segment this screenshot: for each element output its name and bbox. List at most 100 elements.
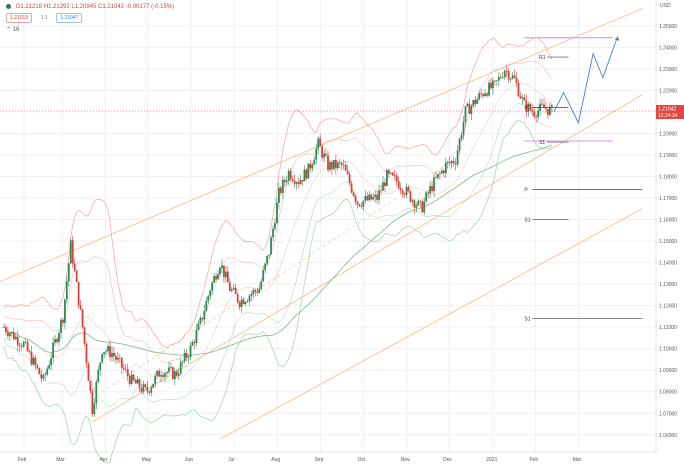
candle-body (134, 380, 137, 384)
candle-body (36, 365, 39, 369)
candle-body (207, 295, 210, 301)
candle-body (26, 341, 29, 352)
y-tick-label: 1.09000 (659, 368, 677, 374)
candle-body (340, 163, 343, 165)
candle-body (246, 301, 249, 303)
candle-body (162, 375, 164, 377)
candle-body (507, 70, 510, 80)
candle-body (437, 173, 439, 178)
candle-body (63, 299, 66, 323)
bb-basis (3, 83, 553, 382)
candle-body (242, 299, 245, 305)
candle-body (254, 290, 257, 292)
candle-body (460, 135, 463, 139)
candle-body (42, 375, 45, 379)
candle-body (407, 187, 410, 192)
chart-legend: O1.21218 H1.21292 L1.20945 C1.21042 -0.0… (6, 4, 174, 36)
candle-body (107, 346, 109, 352)
y-tick-label: 1.17000 (659, 196, 677, 202)
candle-body (122, 367, 125, 370)
candle-body (397, 181, 400, 189)
candle-body (488, 82, 490, 96)
candle-body (525, 100, 528, 112)
candle-body (232, 287, 235, 290)
x-tick-label: Mar (56, 457, 65, 463)
candle-body (419, 200, 422, 202)
candle-body (113, 353, 115, 357)
candle-body (83, 327, 86, 344)
candle-body (490, 82, 492, 89)
candle-body (329, 161, 331, 170)
candle-body (309, 163, 312, 169)
candle-body (248, 296, 251, 302)
candle-body (368, 194, 371, 201)
candle-body (497, 76, 500, 81)
pivot-levels: R1 P S1 P S1 S1 (0, 55, 656, 323)
channel-line (92, 94, 643, 423)
candle-body (30, 351, 33, 365)
candle-body (211, 282, 214, 291)
sell-price-button[interactable]: 1.21019 (6, 13, 33, 24)
candle-body (454, 163, 457, 165)
channel-line (219, 208, 643, 440)
candle-body (281, 179, 284, 193)
candle-body (164, 373, 166, 377)
candle-body (435, 177, 437, 178)
last-price-label: 1.21042 (658, 107, 676, 113)
y-tick-label: 1.07000 (659, 411, 677, 417)
candle-body (513, 75, 516, 78)
candle-body (75, 270, 78, 282)
candle-body (179, 362, 182, 374)
candle-body (166, 372, 168, 374)
pivot-label: P (524, 187, 528, 193)
candle-body (101, 354, 104, 363)
candle-body (495, 80, 498, 82)
candle-body (58, 332, 60, 342)
candle-body (366, 196, 369, 201)
y-tick-label: 1.10000 (659, 347, 677, 353)
candle-body (34, 357, 37, 366)
candle-body (71, 240, 74, 264)
candle-body (234, 287, 237, 294)
y-tick-label: 1.12000 (659, 304, 677, 310)
candle-body (462, 121, 465, 136)
x-tick-label: Feb (18, 457, 27, 463)
candle-body (458, 138, 461, 152)
candle-body (311, 164, 314, 169)
candle-body (364, 196, 367, 201)
y-tick-label: 1.22000 (659, 88, 677, 94)
candle-body (219, 267, 221, 275)
candle-body (65, 281, 68, 300)
buy-price-button[interactable]: 1.21047 (56, 13, 83, 24)
candle-body (8, 333, 11, 337)
candle-body (224, 271, 227, 278)
bb-lower-outer (3, 119, 553, 464)
candle-body (3, 327, 5, 328)
candle-body (97, 369, 100, 382)
candle-body (223, 265, 225, 278)
candle-body (439, 173, 441, 174)
candle-body (24, 341, 27, 343)
candle-body (393, 175, 396, 176)
candle-body (152, 383, 155, 388)
candle-body (499, 76, 502, 78)
x-tick-label: Mar (573, 457, 582, 463)
candle-body (120, 357, 123, 368)
candle-body (158, 370, 161, 377)
candle-body (81, 309, 84, 328)
candle-body (140, 388, 143, 392)
candle-body (492, 80, 494, 89)
candle-body (352, 192, 355, 196)
candle-body (431, 186, 433, 192)
candle-body (376, 194, 378, 200)
candle-body (20, 345, 23, 347)
collapse-icon[interactable]: ⌃ (6, 27, 12, 34)
candle-body (197, 323, 200, 330)
candle-body (476, 99, 479, 104)
candle-body (148, 391, 151, 393)
candle-body (427, 192, 430, 194)
candle-body (484, 93, 486, 96)
